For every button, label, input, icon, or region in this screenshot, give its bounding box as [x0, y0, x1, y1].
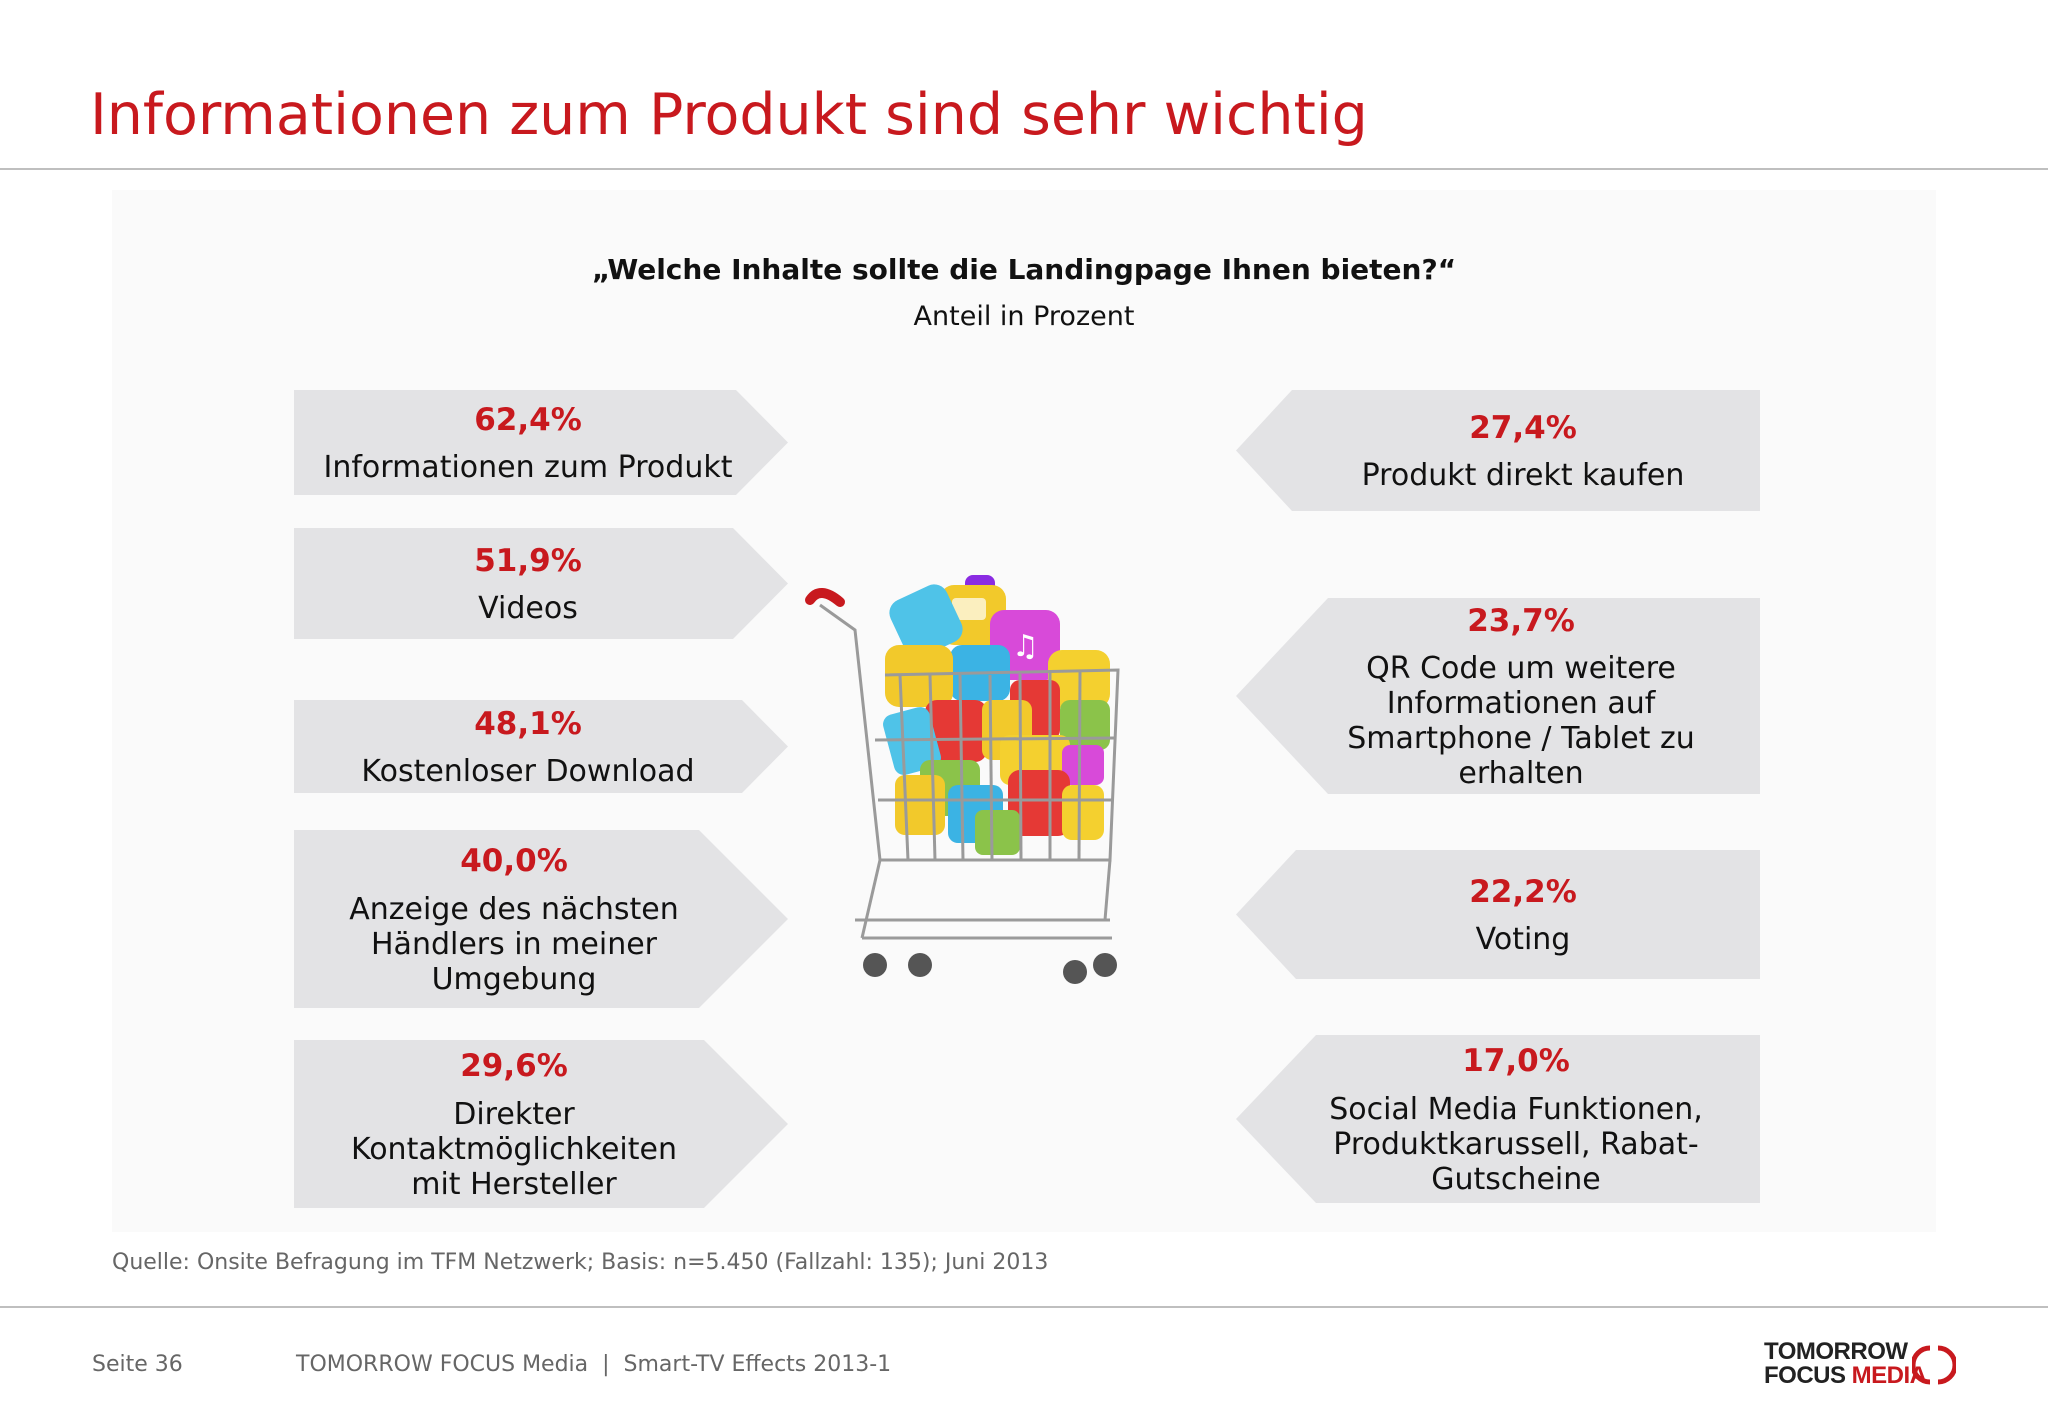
footer-divider	[0, 1306, 2048, 1308]
item-percentage: 51,9%	[474, 542, 582, 579]
logo-focus: FOCUS	[1764, 1362, 1852, 1389]
arrow-shape-right	[294, 390, 788, 495]
app-icon-blocks: ♫	[883, 575, 1110, 855]
svg-text:♫: ♫	[1012, 629, 1039, 664]
arrow-shape-right	[294, 1040, 788, 1208]
right-item: 27,4% Produkt direkt kaufen	[1236, 390, 1760, 511]
item-label: Produkt direkt kaufen	[1361, 458, 1685, 494]
item-label: Kostenloser Download	[361, 754, 695, 790]
item-label: QR Code um weitere Informationen auf Sma…	[1347, 650, 1695, 792]
item-label: Videos	[478, 591, 578, 627]
cart-wheel	[1093, 953, 1117, 977]
left-item: 48,1% Kostenloser Download	[294, 700, 788, 793]
item-percentage: 17,0%	[1462, 1043, 1570, 1080]
left-item: 62,4% Informationen zum Produkt	[294, 390, 788, 495]
page-title: Informationen zum Produkt sind sehr wich…	[90, 82, 1368, 148]
survey-question: „Welche Inhalte sollte die Landingpage I…	[591, 253, 1457, 286]
right-item: 22,2% Voting	[1236, 850, 1760, 979]
right-item: 17,0% Social Media Funktionen, Produktka…	[1236, 1035, 1760, 1203]
item-label: Voting	[1475, 922, 1571, 958]
left-item: 29,6% Direkter Kontaktmöglichkeiten mit …	[294, 1040, 788, 1208]
item-percentage: 27,4%	[1469, 409, 1577, 446]
item-percentage: 29,6%	[460, 1048, 568, 1085]
footer-company: TOMORROW FOCUS Media | Smart-TV Effects …	[296, 1352, 892, 1377]
company-logo: TOMORROW FOCUS MEDIA	[1764, 1338, 1964, 1390]
item-label: Direkter Kontaktmöglichkeiten mit Herste…	[351, 1096, 677, 1202]
cart-wheel	[1063, 960, 1087, 984]
item-label: Social Media Funktionen, Produktkarussel…	[1329, 1091, 1703, 1197]
arrow-shape-right	[294, 528, 788, 639]
item-percentage: 40,0%	[460, 843, 568, 880]
cart-wheel	[908, 953, 932, 977]
survey-subtitle: Anteil in Prozent	[913, 301, 1135, 332]
logo-line2: FOCUS MEDIA	[1764, 1364, 1927, 1388]
left-item: 51,9% Videos	[294, 528, 788, 639]
right-item: 23,7% QR Code um weitere Informationen a…	[1236, 598, 1760, 794]
item-percentage: 22,2%	[1469, 873, 1577, 910]
arrow-shape-left	[1236, 598, 1760, 794]
cart-frame	[819, 603, 1120, 940]
item-percentage: 62,4%	[474, 401, 582, 438]
source-note: Quelle: Onsite Befragung im TFM Netzwerk…	[112, 1250, 1049, 1275]
page-number: Seite 36	[92, 1352, 183, 1377]
logo-line1: TOMORROW	[1764, 1338, 1908, 1365]
item-percentage: 48,1%	[474, 705, 582, 742]
arrow-shape-left	[1236, 1035, 1760, 1203]
cart-handle	[805, 588, 845, 607]
logo-mark-icon	[1912, 1345, 1956, 1385]
header-divider	[0, 168, 2048, 170]
cart-wheel	[863, 953, 887, 977]
item-percentage: 23,7%	[1467, 602, 1575, 639]
item-label: Anzeige des nächsten Händlers in meiner …	[349, 891, 679, 997]
arrow-shape-left	[1236, 390, 1760, 511]
arrow-shape-right	[294, 830, 788, 1008]
shopping-cart-illustration: ♫	[805, 575, 1120, 984]
item-label: Informationen zum Produkt	[323, 450, 733, 486]
arrow-shape-right	[294, 700, 788, 793]
arrow-shape-left	[1236, 850, 1760, 979]
left-item: 40,0% Anzeige des nächsten Händlers in m…	[294, 830, 788, 1008]
